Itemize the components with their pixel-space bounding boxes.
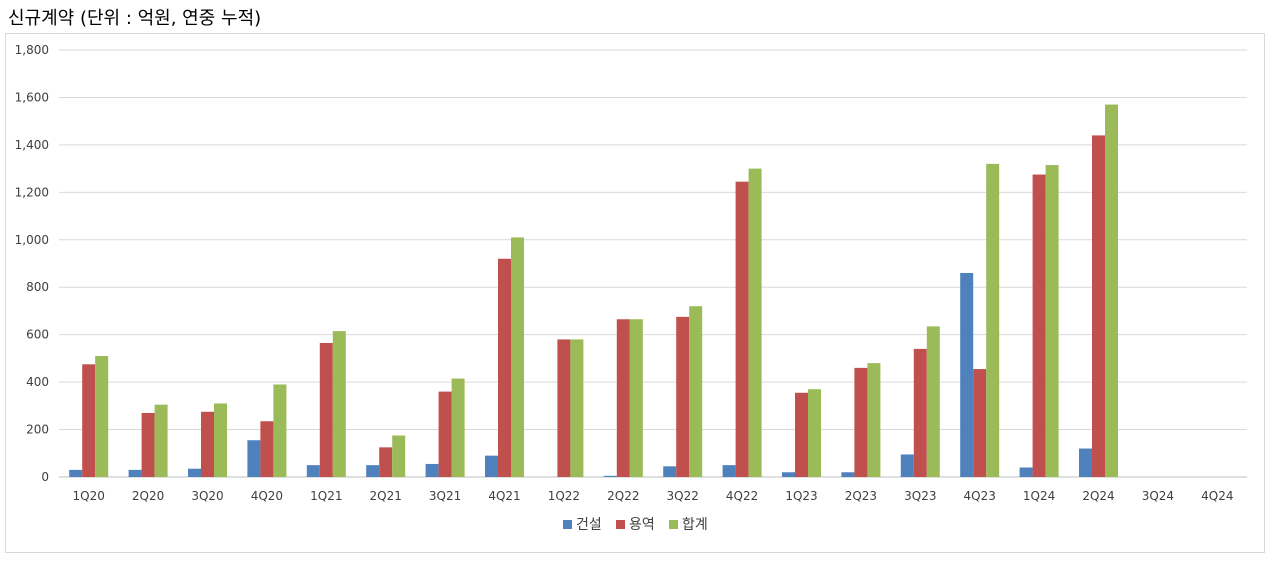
y-tick-label: 200: [26, 423, 49, 437]
bar-4Q20-용역: [260, 421, 274, 477]
chart-frame: [5, 33, 1265, 553]
legend-label: 용역: [629, 517, 655, 533]
x-tick-label: 1Q23: [785, 489, 817, 503]
x-tick-label: 1Q24: [1023, 489, 1055, 503]
bar-2Q21-합계: [392, 435, 406, 477]
bar-1Q23-합계: [808, 389, 821, 477]
x-tick-label: 4Q21: [488, 489, 520, 503]
y-tick-label: 600: [26, 328, 49, 342]
bar-4Q20-건설: [247, 440, 261, 477]
bar-3Q20-합계: [214, 403, 227, 477]
bar-2Q20-합계: [154, 404, 168, 477]
bar-2Q20-용역: [141, 412, 155, 477]
bar-4Q23-건설: [960, 272, 974, 477]
x-tick-label: 4Q24: [1201, 489, 1233, 503]
x-tick-label: 3Q24: [1142, 489, 1174, 503]
bar-1Q23-건설: [782, 472, 795, 477]
bar-2Q22-합계: [629, 319, 643, 477]
legend-swatch-합계: [669, 520, 678, 529]
bar-2Q21-건설: [366, 465, 380, 477]
bar-1Q24-합계: [1045, 165, 1059, 477]
bar-1Q24-건설: [1019, 467, 1033, 477]
bar-2Q20-건설: [128, 469, 142, 477]
y-tick-label: 0: [41, 470, 49, 484]
bar-2Q22-용역: [616, 319, 630, 477]
y-tick-label: 800: [26, 280, 49, 294]
bar-1Q20-건설: [69, 469, 83, 477]
bar-2Q23-용역: [854, 367, 868, 477]
x-tick-label: 4Q23: [964, 489, 996, 503]
bar-2Q23-건설: [841, 472, 855, 477]
bar-2Q21-용역: [379, 447, 393, 477]
bar-2Q22-건설: [603, 475, 617, 477]
x-tick-label: 2Q22: [607, 489, 639, 503]
x-tick-label: 1Q21: [310, 489, 342, 503]
bar-3Q21-건설: [425, 463, 439, 477]
bar-4Q23-용역: [973, 369, 987, 477]
bar-1Q22-합계: [570, 339, 584, 477]
y-tick-label: 400: [26, 375, 49, 389]
bar-2Q24-합계: [1105, 104, 1118, 478]
bar-3Q21-용역: [438, 391, 452, 477]
bar-3Q23-건설: [900, 454, 914, 477]
bar-3Q20-용역: [201, 411, 214, 477]
bar-3Q22-용역: [676, 316, 690, 477]
bar-4Q22-용역: [735, 181, 749, 478]
bar-3Q23-합계: [926, 326, 940, 477]
bar-2Q24-용역: [1092, 135, 1105, 477]
y-tick-label: 1,200: [15, 185, 49, 199]
bar-3Q21-합계: [451, 378, 465, 477]
x-tick-label: 3Q23: [904, 489, 936, 503]
x-tick-label: 4Q22: [726, 489, 758, 503]
x-tick-label: 1Q22: [548, 489, 580, 503]
y-tick-label: 1,600: [15, 90, 49, 104]
x-tick-label: 1Q20: [73, 489, 105, 503]
legend-swatch-용역: [616, 520, 625, 529]
bar-1Q20-합계: [95, 356, 109, 477]
bar-1Q23-용역: [795, 392, 808, 477]
x-tick-label: 4Q20: [251, 489, 283, 503]
y-tick-label: 1,000: [15, 233, 49, 247]
x-tick-label: 3Q20: [191, 489, 223, 503]
bar-4Q21-합계: [511, 237, 524, 477]
bar-3Q22-건설: [663, 466, 677, 477]
bar-4Q21-용역: [498, 258, 511, 477]
bar-3Q20-건설: [188, 468, 201, 477]
bar-1Q24-용역: [1032, 174, 1046, 477]
bar-4Q23-합계: [986, 163, 1000, 477]
x-tick-label: 3Q21: [429, 489, 461, 503]
x-tick-label: 2Q20: [132, 489, 164, 503]
bar-4Q22-건설: [722, 465, 736, 477]
x-tick-label: 2Q23: [845, 489, 877, 503]
bar-2Q24-건설: [1079, 448, 1092, 477]
bar-4Q21-건설: [485, 455, 498, 477]
bar-3Q23-용역: [913, 348, 927, 477]
legend-label: 건설: [576, 517, 602, 533]
bar-1Q22-용역: [557, 339, 571, 477]
y-tick-label: 1,800: [15, 43, 49, 57]
bar-2Q23-합계: [867, 363, 881, 477]
bar-4Q22-합계: [748, 168, 762, 477]
x-tick-label: 3Q22: [667, 489, 699, 503]
bar-1Q21-용역: [319, 342, 333, 477]
bar-3Q22-합계: [689, 306, 703, 477]
legend-swatch-건설: [563, 520, 572, 529]
bar-1Q20-용역: [82, 364, 96, 477]
bar-1Q21-건설: [306, 465, 320, 477]
bar-4Q20-합계: [273, 384, 287, 477]
x-tick-label: 2Q24: [1082, 489, 1114, 503]
chart-title: 신규계약 (단위 : 억원, 연중 누적): [8, 8, 262, 29]
x-tick-label: 2Q21: [370, 489, 402, 503]
legend-label: 합계: [682, 517, 708, 533]
y-tick-label: 1,400: [15, 138, 49, 152]
bar-1Q21-합계: [332, 331, 346, 477]
